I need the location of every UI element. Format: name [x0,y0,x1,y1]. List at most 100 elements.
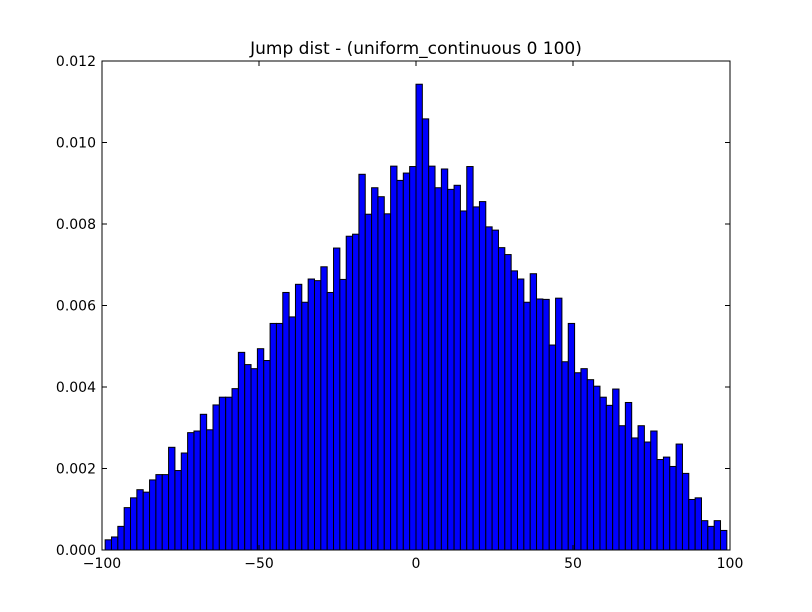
histogram-bar [415,83,423,551]
histogram-bar [485,226,493,551]
histogram-bar [542,298,550,551]
histogram-bar [199,413,208,551]
histogram-bar [301,301,309,551]
histogram-bar [275,322,284,551]
histogram-bar [548,344,557,551]
histogram-bar [700,520,709,551]
histogram-bar [440,168,449,551]
histogram-bar [187,432,195,551]
histogram-bar [339,278,347,551]
tick-labels-group: −100 −50 0 50 100 0.000 0.002 0.004 0.006 0.008 0.… [56,54,743,572]
histogram-bar [307,278,315,551]
histogram-bar [377,196,385,551]
y-tick-label: 0.006 [56,299,96,315]
histogram-bar [117,525,125,551]
histogram-bar [523,301,531,551]
histogram-bar [637,425,645,551]
histogram-bar [466,166,474,551]
y-tick-label: 0.010 [56,136,96,152]
histogram-bar [434,187,442,551]
histogram-bar [720,529,728,551]
histogram-bar [580,368,588,551]
histogram-bar [161,474,170,551]
x-tick-label: 50 [564,556,582,572]
histogram-bar [313,280,322,551]
histogram-bar [282,291,290,551]
histogram-bar [643,441,652,551]
x-tick-label: −50 [244,556,274,572]
y-tick-label: 0.012 [56,54,96,70]
histogram-bar [288,316,296,551]
histogram-bar [688,498,696,551]
histogram-bar [593,385,601,551]
histogram-bar [383,213,392,551]
histogram-bar [225,396,233,551]
histogram-bar [656,459,664,551]
histogram-bar [155,474,163,551]
x-tick-label: 0 [412,556,421,572]
histogram-bar [180,452,189,551]
histogram-bar [193,430,201,551]
histogram-bar [358,173,366,551]
histogram-bar [206,429,214,551]
histogram-bar [447,188,455,551]
histogram-bar [497,247,506,551]
histogram-bar [352,233,360,551]
histogram-bar [263,360,271,551]
histogram-bar [237,351,246,551]
histogram-bar [612,388,620,551]
histogram-bar [675,443,683,551]
x-tick-label: 100 [717,556,744,572]
histogram-bar [364,213,373,551]
histogram-bar [624,401,633,551]
histogram-bar [453,184,461,551]
histogram-bar [618,425,626,551]
y-tick-label: 0.008 [56,217,96,233]
histogram-bar [402,172,411,551]
histogram-bar [390,165,398,551]
histogram-bar [136,489,144,551]
x-tick-label: −100 [83,556,121,572]
histogram-bar [396,179,404,551]
histogram-bar [218,396,227,551]
histogram-bar [472,206,480,551]
histogram-bar [250,368,258,551]
histogram-bar [371,187,379,551]
histogram-bar [428,165,436,551]
histogram-bar [567,322,576,551]
histogram-bar [123,507,132,551]
histogram-bar [212,404,220,551]
histogram-bar [517,278,525,551]
histogram-bar [333,247,341,551]
histogram-bar [561,361,569,551]
histogram-bar [510,270,519,551]
histogram-bar [269,322,277,551]
histogram-bar [631,437,639,551]
histogram-bar [130,497,138,551]
histogram-bar [168,446,176,551]
histogram-bar [662,456,671,551]
histogram-bar [320,266,328,551]
histogram-bar [650,430,658,551]
histogram-bar [142,491,151,551]
histogram-bar [713,520,722,551]
histogram-bar [555,297,563,551]
histogram-bar [326,291,335,551]
ticks-group [101,60,731,551]
histogram-bar [504,254,512,551]
histogram-bar [459,210,468,551]
histogram-bar [174,470,182,551]
chart-title: Jump dist - (uniform_continuous 0 100) [249,39,582,59]
histogram-bar [681,472,690,551]
histogram-bar [586,379,595,551]
histogram-bar [669,465,677,551]
histogram-bar [231,388,239,551]
y-tick-label: 0.000 [56,543,96,559]
histogram-bar [694,497,702,551]
histogram-bar [409,166,417,551]
histogram-bar [345,235,354,551]
histogram-bar [244,364,252,551]
histogram-bar [605,404,614,551]
histogram-bar [478,201,487,551]
